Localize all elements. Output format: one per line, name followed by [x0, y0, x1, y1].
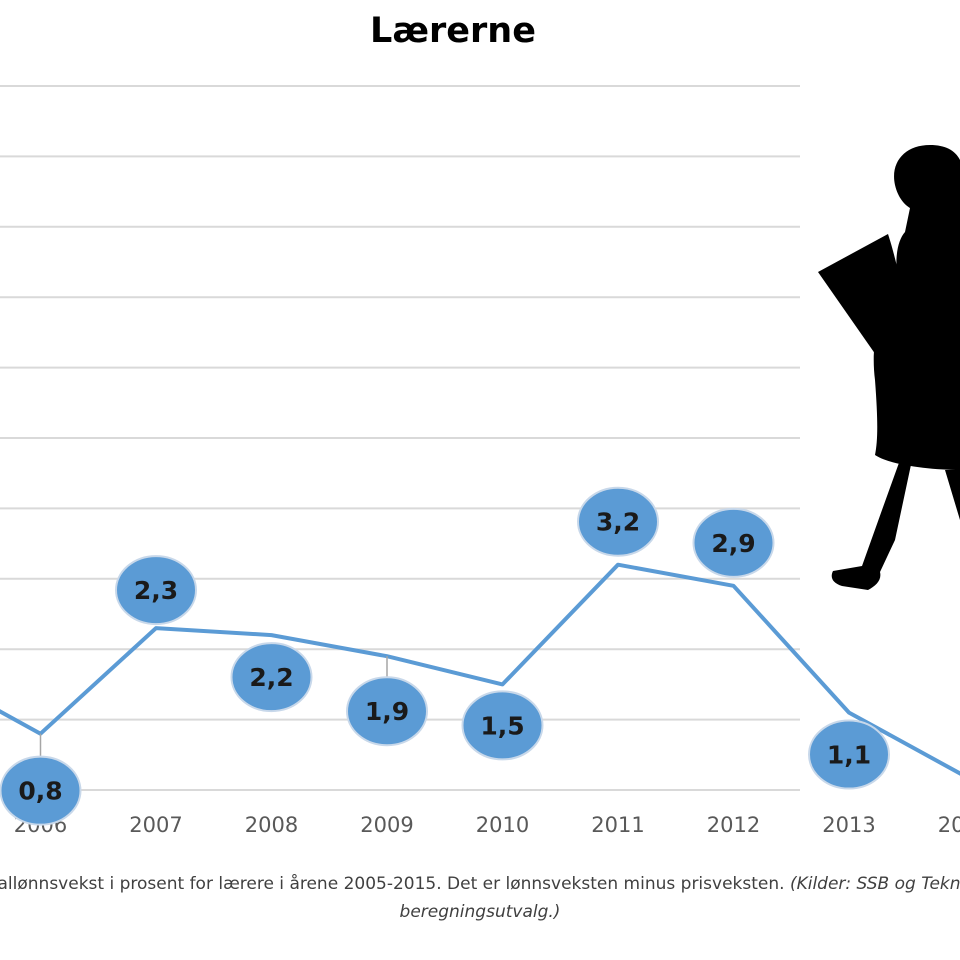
x-tick-label: 2009	[360, 813, 413, 837]
data-bubble	[577, 486, 659, 557]
x-axis-ticks: 200620072008200920102011201220132014	[14, 813, 960, 837]
data-label: 1,1	[827, 741, 871, 770]
x-tick-label: 2008	[245, 813, 298, 837]
data-bubble	[115, 555, 197, 626]
x-tick-label: 2013	[822, 813, 875, 837]
data-label: 3,2	[596, 508, 640, 537]
caption-text: Reallønnsvekst i prosent for lærere i år…	[0, 874, 785, 894]
chart-caption: Reallønnsvekst i prosent for lærere i år…	[0, 870, 960, 926]
caption-source: (Kilder: SSB og Teknisk beregningsutvalg…	[399, 874, 960, 922]
data-label: 1,9	[365, 697, 409, 726]
data-bubble	[0, 755, 82, 826]
x-tick-label: 2012	[707, 813, 760, 837]
data-labels: 0,8 2,3 2,2 1,9 1,5 3,2 2,9 1,1	[0, 486, 890, 826]
x-tick-label: 2014	[938, 813, 960, 837]
chart-title: Lærerne	[370, 11, 536, 51]
data-label: 2,9	[711, 529, 755, 558]
x-tick-label: 2007	[129, 813, 182, 837]
data-label: 2,3	[134, 576, 178, 605]
data-label: 0,8	[18, 777, 62, 806]
data-bubble	[808, 719, 890, 790]
data-bubble	[346, 676, 428, 747]
series-line	[0, 562, 960, 776]
data-bubble	[461, 690, 544, 761]
data-bubble	[692, 507, 775, 578]
leader-lines	[39, 656, 388, 757]
data-label: 1,5	[480, 711, 524, 740]
data-label: 2,2	[249, 663, 293, 692]
data-bubble	[230, 642, 313, 713]
x-tick-label: 2010	[476, 813, 529, 837]
teacher-silhouette-icon	[818, 145, 960, 590]
x-tick-label: 2011	[591, 813, 644, 837]
